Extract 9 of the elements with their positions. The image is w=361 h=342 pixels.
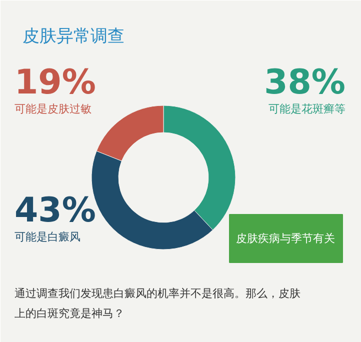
- text: 通过调查我们发现患白癜风的机率并不是很高。那么，皮肤上的白斑究竟是神马？: [14, 287, 300, 320]
- slice-label: 可能是白癜风: [14, 230, 80, 244]
- slice-label: 可能是皮肤过敏: [14, 102, 92, 116]
- data-label: 19%: [14, 62, 96, 102]
- text: 皮肤疾病与季节有关: [236, 232, 335, 245]
- slice-label: 可能是花斑癣等: [268, 102, 346, 116]
- data-label: 38%: [264, 62, 346, 102]
- data-label: 43%: [14, 190, 96, 230]
- chart-title: 皮肤异常调查: [22, 26, 124, 46]
